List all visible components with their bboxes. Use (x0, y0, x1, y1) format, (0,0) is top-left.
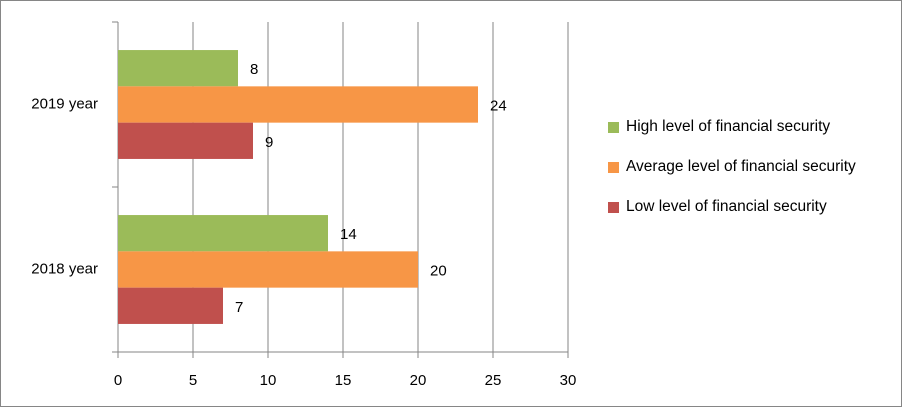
bar (118, 287, 223, 324)
bar (118, 122, 253, 159)
legend-swatch (608, 122, 619, 133)
x-tick-label: 25 (485, 372, 502, 389)
bar (118, 86, 478, 123)
y-tick-label: 2018 year (31, 260, 98, 277)
bar (118, 251, 418, 288)
legend: High level of financial security Average … (608, 116, 888, 236)
data-label: 14 (340, 226, 357, 243)
legend-entry: Low level of financial security (608, 196, 888, 218)
x-tick-label: 5 (189, 372, 197, 389)
data-label: 24 (490, 97, 507, 114)
data-label: 8 (250, 61, 258, 78)
x-tick-label: 15 (335, 372, 352, 389)
data-label: 7 (235, 299, 243, 316)
bar (118, 215, 328, 252)
x-tick-label: 0 (114, 372, 122, 389)
legend-label: High level of financial security (626, 118, 831, 135)
legend-entry: High level of financial security (608, 116, 888, 138)
legend-swatch (608, 162, 619, 173)
legend-swatch (608, 202, 619, 213)
legend-entry: Average level of financial security (608, 156, 888, 178)
legend-label: Average level of financial security (626, 158, 856, 175)
data-label: 9 (265, 134, 273, 151)
legend-label: Low level of financial security (626, 198, 827, 215)
x-tick-label: 10 (260, 372, 277, 389)
bar (118, 50, 238, 87)
data-label: 20 (430, 262, 447, 279)
x-tick-label: 20 (410, 372, 427, 389)
x-tick-label: 30 (560, 372, 577, 389)
y-tick-label: 2019 year (31, 95, 98, 112)
